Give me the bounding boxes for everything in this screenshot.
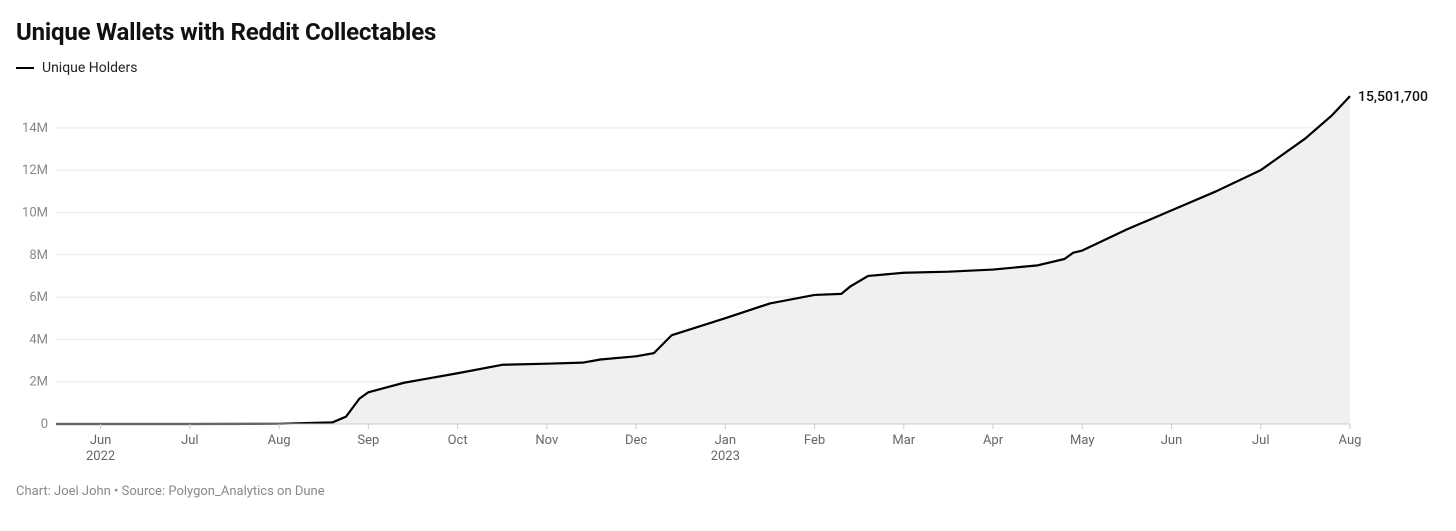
y-tick-label: 2M bbox=[29, 375, 48, 390]
y-tick-label: 4M bbox=[29, 332, 48, 347]
x-tick-label: Nov bbox=[535, 433, 559, 448]
x-tick-label: Jun bbox=[1161, 433, 1183, 448]
x-tick-label: Mar bbox=[892, 433, 915, 448]
legend-swatch-icon bbox=[16, 67, 34, 69]
chart-footer: Chart: Joel John • Source: Polygon_Analy… bbox=[16, 484, 1440, 499]
plot-area: 02M4M6M8M10M12M14MJun2022JulAugSepOctNov… bbox=[16, 84, 1440, 464]
x-tick-sublabel: 2023 bbox=[711, 449, 740, 464]
y-tick-label: 8M bbox=[29, 248, 48, 263]
chart-svg: 02M4M6M8M10M12M14MJun2022JulAugSepOctNov… bbox=[16, 84, 1440, 464]
x-tick-label: Oct bbox=[448, 433, 468, 448]
y-tick-label: 6M bbox=[29, 290, 48, 305]
x-tick-label: Feb bbox=[804, 433, 825, 448]
y-tick-label: 10M bbox=[22, 205, 48, 220]
legend-label: Unique Holders bbox=[42, 60, 137, 76]
x-tick-label: Apr bbox=[983, 433, 1004, 448]
x-tick-label: Jul bbox=[181, 433, 199, 448]
legend: Unique Holders bbox=[16, 60, 1440, 76]
x-tick-label: Jun bbox=[90, 433, 112, 448]
x-tick-label: May bbox=[1070, 433, 1094, 448]
y-tick-label: 12M bbox=[22, 163, 48, 178]
y-tick-label: 14M bbox=[22, 121, 48, 136]
chart-container: Unique Wallets with Reddit Collectables … bbox=[0, 0, 1456, 531]
end-value-label: 15,501,700 bbox=[1358, 89, 1428, 105]
x-tick-label: Aug bbox=[268, 433, 291, 448]
x-tick-sublabel: 2022 bbox=[86, 449, 115, 464]
y-tick-label: 0 bbox=[41, 417, 48, 432]
area-fill bbox=[56, 96, 1350, 424]
x-tick-label: Dec bbox=[625, 433, 647, 448]
chart-title: Unique Wallets with Reddit Collectables bbox=[16, 18, 1440, 46]
x-tick-label: Jan bbox=[715, 433, 736, 448]
x-tick-label: Jul bbox=[1252, 433, 1270, 448]
x-tick-label: Sep bbox=[357, 433, 379, 448]
x-tick-label: Aug bbox=[1339, 433, 1362, 448]
